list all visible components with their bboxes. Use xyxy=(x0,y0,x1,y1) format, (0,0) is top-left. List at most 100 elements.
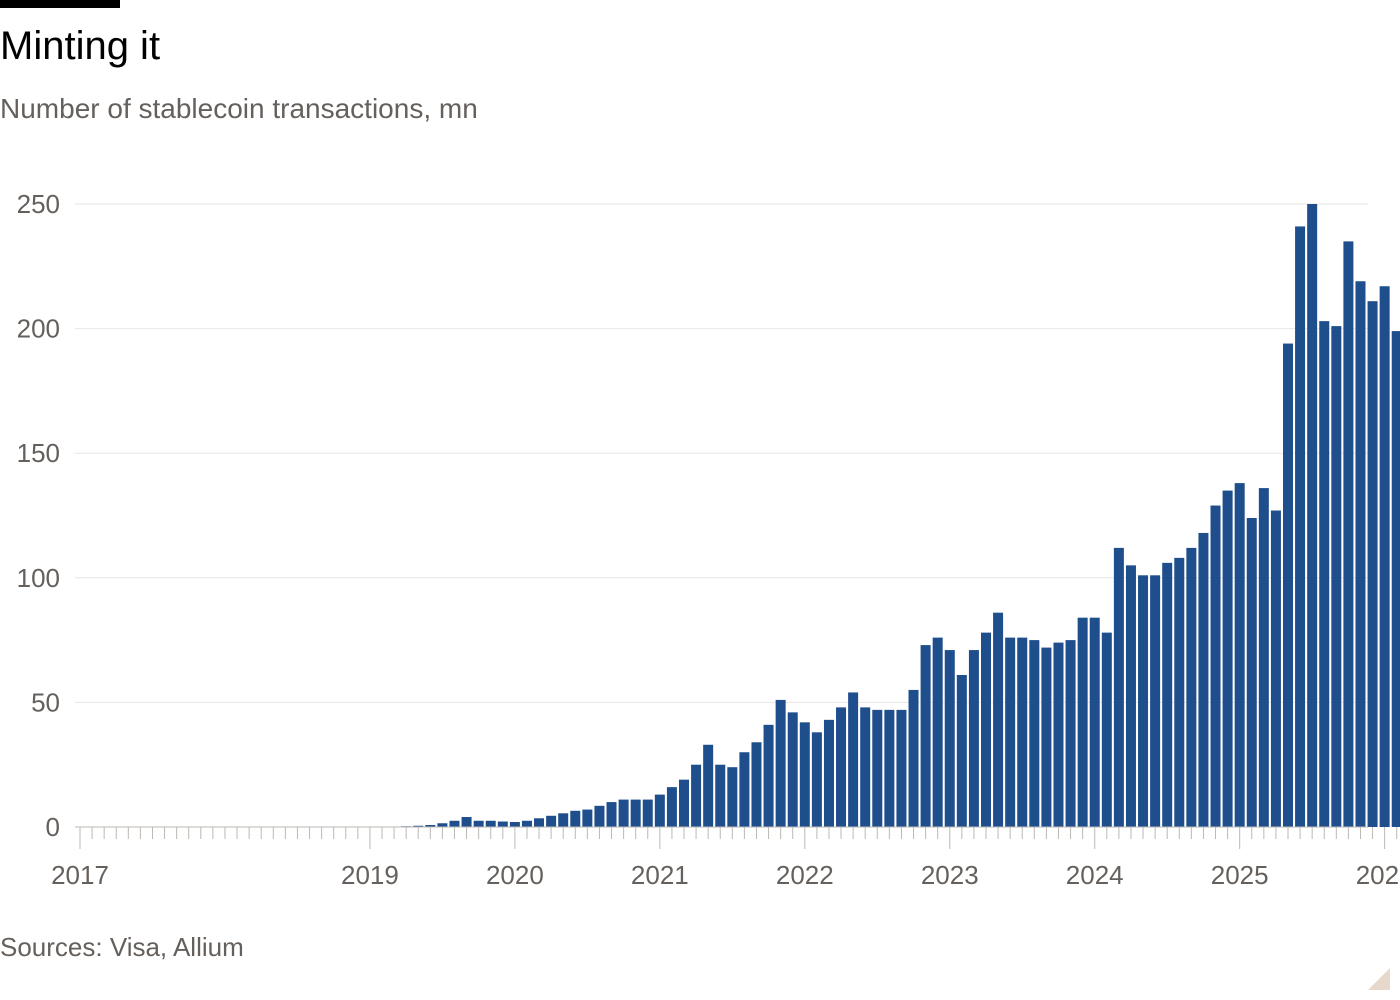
bar xyxy=(836,707,847,827)
bar xyxy=(1065,640,1076,827)
bar xyxy=(630,799,641,827)
bar xyxy=(799,722,810,827)
bar xyxy=(1331,326,1342,827)
bar xyxy=(993,612,1004,827)
bar xyxy=(1295,226,1306,828)
bar xyxy=(497,821,508,827)
bar xyxy=(594,805,605,827)
bar xyxy=(1367,301,1378,827)
bar xyxy=(1186,547,1197,827)
bar xyxy=(485,820,496,827)
bar xyxy=(1077,617,1088,827)
bar xyxy=(1174,557,1185,827)
bar xyxy=(509,822,520,827)
bar xyxy=(1391,331,1400,827)
bar-chart: 0 50 100 150 200 250 2017 2019 2020 2021 2022 2023 2… xyxy=(17,189,1400,890)
bar xyxy=(1343,241,1354,827)
bar xyxy=(679,779,689,827)
bar xyxy=(1053,642,1064,827)
bar xyxy=(691,764,702,827)
gridlines xyxy=(75,203,1368,703)
bar xyxy=(1234,483,1245,827)
bar xyxy=(1162,562,1173,827)
bar xyxy=(848,692,859,827)
bar xyxy=(1379,286,1390,828)
bar xyxy=(956,674,967,827)
bar xyxy=(787,712,798,827)
bar xyxy=(1210,505,1221,827)
x-tick-label: 2024 xyxy=(1066,860,1124,890)
bar xyxy=(1355,281,1366,827)
x-tick-label: 2017 xyxy=(51,860,109,890)
x-tick-label: 2026 xyxy=(1356,860,1400,890)
bar xyxy=(1005,637,1016,827)
bar xyxy=(570,810,581,827)
bar xyxy=(413,825,424,827)
bar xyxy=(1150,575,1161,827)
corner-fold-icon xyxy=(1368,968,1390,990)
bar xyxy=(872,709,883,827)
x-axis xyxy=(75,826,1398,849)
bar xyxy=(739,752,750,827)
bar xyxy=(703,744,714,827)
bar xyxy=(449,820,460,827)
y-tick-label: 0 xyxy=(46,812,60,842)
bar xyxy=(1319,321,1330,827)
bar xyxy=(1258,488,1269,827)
bar xyxy=(1283,343,1293,827)
bar xyxy=(1029,640,1040,827)
bar xyxy=(727,767,738,827)
y-tick-label: 50 xyxy=(31,687,60,717)
bar xyxy=(932,637,943,827)
source-note: Sources: Visa, Allium xyxy=(0,932,244,962)
x-tick-label: 2021 xyxy=(631,860,689,890)
bar xyxy=(1089,617,1100,827)
x-tick-label: 2022 xyxy=(776,860,834,890)
bar xyxy=(811,732,822,827)
bar xyxy=(642,799,653,827)
bar xyxy=(908,689,919,827)
bar xyxy=(461,817,472,827)
y-tick-label: 250 xyxy=(17,189,60,219)
bar xyxy=(546,815,557,827)
bar xyxy=(1017,637,1028,827)
bar xyxy=(1222,490,1233,827)
bars xyxy=(364,204,1400,828)
bar xyxy=(1246,517,1257,827)
bar xyxy=(1041,647,1052,827)
bar xyxy=(1270,510,1281,827)
x-tick-label: 2019 xyxy=(341,860,399,890)
y-tick-label: 200 xyxy=(17,314,60,344)
chart-subtitle: Number of stablecoin transactions, mn xyxy=(0,93,478,124)
bar xyxy=(606,802,617,827)
bar xyxy=(715,764,726,827)
bar xyxy=(558,813,569,827)
y-tick-label: 100 xyxy=(17,563,60,593)
x-tick-label: 2025 xyxy=(1211,860,1269,890)
bar xyxy=(920,645,931,827)
bar xyxy=(473,820,484,827)
bar xyxy=(1125,565,1136,827)
x-tick-label: 2023 xyxy=(921,860,979,890)
bar xyxy=(1101,632,1112,827)
bar xyxy=(775,699,786,827)
bar xyxy=(860,707,871,827)
tick-labels: 0 50 100 150 200 250 2017 2019 2020 2021 2022 2023 2… xyxy=(17,189,1400,890)
bar xyxy=(582,809,593,827)
bar xyxy=(618,799,629,827)
bar xyxy=(1138,575,1149,827)
bar xyxy=(751,742,762,827)
bar xyxy=(763,724,774,827)
top-rule xyxy=(0,0,120,8)
chart-title: Minting it xyxy=(0,24,161,68)
bar xyxy=(968,650,979,827)
bar xyxy=(437,823,448,827)
bar xyxy=(1307,204,1318,827)
bar xyxy=(425,825,436,827)
bar xyxy=(884,709,895,827)
x-tick-label: 2020 xyxy=(486,860,544,890)
bar xyxy=(944,650,955,827)
bar xyxy=(896,709,907,827)
bar xyxy=(1113,547,1124,827)
bar xyxy=(1198,532,1209,827)
